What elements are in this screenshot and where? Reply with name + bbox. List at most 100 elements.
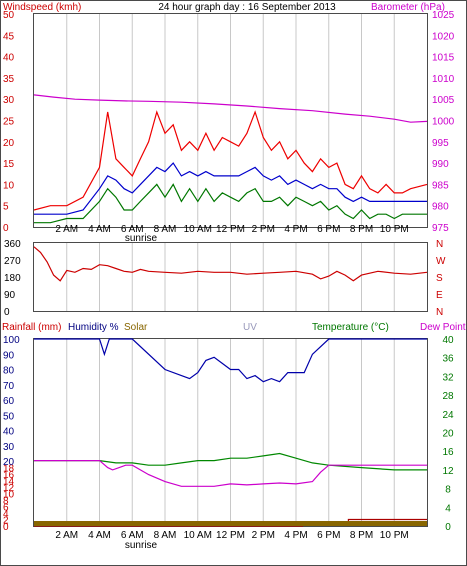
windspeed-tick: 45 bbox=[3, 31, 15, 42]
x-axis-bottom: 2 AM 4 AM 6 AM 8 AM 10 AM 12 PM 2 PM 4 PM 6 PM 8 … bbox=[55, 530, 408, 541]
left-tick: 14 bbox=[3, 477, 15, 488]
compass-tick: E bbox=[436, 290, 443, 301]
barometer-tick: 1010 bbox=[432, 74, 455, 85]
x-tick-label: 10 PM bbox=[380, 530, 409, 541]
x-tick-label: 4 PM bbox=[284, 224, 307, 235]
barometer-tick: 1000 bbox=[432, 117, 455, 128]
windspeed-tick: 40 bbox=[3, 53, 15, 64]
series-barometer bbox=[33, 94, 428, 123]
left-tick: 10 bbox=[3, 490, 15, 501]
x-tick-label: 6 PM bbox=[317, 530, 340, 541]
series-dew-point bbox=[34, 460, 427, 487]
x-tick-label: 4 AM bbox=[88, 224, 111, 235]
temperature-tick: 12 bbox=[442, 466, 454, 477]
left-tick: 2 bbox=[3, 516, 9, 527]
left-tick: 30 bbox=[3, 442, 15, 453]
left-tick: 100 bbox=[3, 335, 20, 346]
left-tick: 90 bbox=[3, 350, 15, 361]
direction-tick: 0 bbox=[4, 307, 10, 318]
x-tick-label: 4 AM bbox=[88, 530, 111, 541]
x-tick-label: 8 AM bbox=[154, 530, 177, 541]
temperature-tick: 4 bbox=[445, 503, 451, 514]
x-tick-label: 2 AM bbox=[55, 224, 78, 235]
x-tick-label: 6 PM bbox=[317, 224, 340, 235]
x-axis-top: 2 AM 4 AM 6 AM 8 AM 10 AM 12 PM 2 PM 4 PM 6 PM 8 … bbox=[55, 224, 408, 235]
direction-tick: 90 bbox=[4, 290, 16, 301]
left-tick: 6 bbox=[3, 503, 9, 514]
barometer-tick: 1015 bbox=[432, 53, 455, 64]
direction-tick: 270 bbox=[4, 256, 21, 267]
left-tick: 16 bbox=[3, 470, 15, 481]
left-tick: 50 bbox=[3, 411, 15, 422]
windspeed-axis-label: Windspeed (kmh) bbox=[3, 2, 81, 13]
direction-panel-frame bbox=[33, 242, 428, 312]
sunrise-label-bottom: sunrise bbox=[125, 540, 158, 551]
windspeed-tick: 50 bbox=[3, 10, 15, 21]
wind-panel-frame bbox=[33, 13, 428, 228]
compass-tick: N bbox=[436, 239, 443, 250]
chart-title: 24 hour graph day : 16 September 2013 bbox=[158, 2, 336, 13]
x-tick-label: 10 PM bbox=[380, 224, 409, 235]
temperature-tick: 0 bbox=[445, 522, 451, 533]
x-tick-label: 6 AM bbox=[121, 224, 144, 235]
windspeed-tick: 25 bbox=[3, 117, 15, 128]
temperature-tick: 20 bbox=[442, 429, 454, 440]
barometer-tick: 1025 bbox=[432, 10, 455, 21]
sunrise-label: sunrise bbox=[125, 233, 158, 244]
barometer-tick: 985 bbox=[432, 180, 449, 191]
left-tick: 8 bbox=[3, 496, 9, 507]
compass-tick: W bbox=[436, 256, 446, 267]
left-tick: 80 bbox=[3, 366, 15, 377]
windspeed-tick: 15 bbox=[3, 159, 15, 170]
wind-barometer-panel: Windspeed (kmh) 24 hour graph day : 16 S… bbox=[3, 2, 455, 234]
left-tick: 0 bbox=[3, 522, 9, 533]
x-tick-label: 2 PM bbox=[252, 224, 275, 235]
windspeed-tick: 10 bbox=[3, 180, 15, 191]
windspeed-tick: 0 bbox=[3, 223, 9, 234]
x-tick-label: 10 AM bbox=[184, 224, 212, 235]
x-tick-label: 10 AM bbox=[184, 530, 212, 541]
x-tick-label: 8 PM bbox=[350, 530, 373, 541]
barometer-tick: 1005 bbox=[432, 95, 455, 106]
barometer-tick: 980 bbox=[432, 202, 449, 213]
temperature-label: Temperature (°C) bbox=[312, 322, 389, 333]
series-average bbox=[34, 162, 427, 215]
x-tick-label: 12 PM bbox=[216, 530, 245, 541]
compass-tick: S bbox=[436, 273, 443, 284]
left-tick: 40 bbox=[3, 427, 15, 438]
barometer-axis-label: Barometer (hPa) bbox=[371, 2, 445, 13]
uv-label: UV bbox=[243, 322, 257, 333]
windspeed-tick: 5 bbox=[3, 202, 9, 213]
windspeed-tick: 35 bbox=[3, 74, 15, 85]
x-tick-label: 2 PM bbox=[252, 530, 275, 541]
left-tick: 60 bbox=[3, 396, 15, 407]
series-solar bbox=[34, 521, 427, 526]
x-tick-label: 4 PM bbox=[284, 530, 307, 541]
windspeed-tick: 30 bbox=[3, 95, 15, 106]
barometer-tick: 975 bbox=[432, 223, 449, 234]
x-tick-label: 8 AM bbox=[154, 224, 177, 235]
temperature-tick: 40 bbox=[442, 335, 454, 346]
left-tick: 12 bbox=[3, 483, 15, 494]
barometer-tick: 1020 bbox=[432, 31, 455, 42]
temperature-tick: 24 bbox=[442, 410, 454, 421]
dewpoint-label: Dew Point bbox=[420, 322, 466, 333]
series-gust bbox=[33, 110, 428, 211]
temperature-tick: 36 bbox=[442, 354, 454, 365]
temperature-tick: 16 bbox=[442, 447, 454, 458]
compass-tick: N bbox=[436, 307, 443, 318]
barometer-tick: 990 bbox=[432, 159, 449, 170]
direction-tick: 180 bbox=[4, 273, 21, 284]
left-tick: 18 bbox=[3, 464, 15, 475]
x-tick-label: 12 PM bbox=[216, 224, 245, 235]
left-tick: 4 bbox=[3, 509, 9, 520]
left-tick: 20 bbox=[3, 457, 15, 468]
solar-label: Solar bbox=[124, 322, 148, 333]
x-tick-label: 6 AM bbox=[121, 530, 144, 541]
rainfall-label: Rainfall (mm) bbox=[2, 322, 61, 333]
temperature-tick: 32 bbox=[442, 372, 454, 383]
